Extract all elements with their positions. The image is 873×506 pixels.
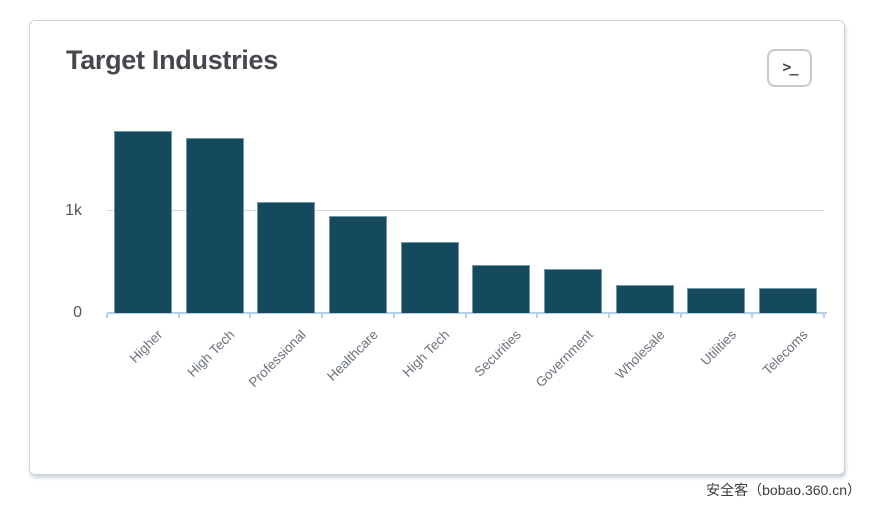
x-axis-label: Wholesale: [612, 327, 668, 383]
bar-high-tech[interactable]: [185, 138, 244, 313]
watermark: 安全客（bobao.360.cn）: [706, 482, 861, 498]
x-axis-tick: [321, 314, 324, 318]
bar-professional[interactable]: [257, 201, 316, 313]
bar-wholesale[interactable]: [615, 285, 674, 313]
x-axis-tick: [106, 314, 108, 318]
x-axis-tick: [392, 314, 395, 318]
bar-government[interactable]: [544, 269, 603, 313]
bar-healthcare[interactable]: [328, 216, 387, 313]
dashboard-panel: Target Industries >_ 0 1k Higher High Tech P…: [29, 20, 845, 475]
bar-high-tech[interactable]: [400, 241, 459, 313]
gridline-1k: [107, 209, 824, 211]
panel-title: Target Industries: [66, 45, 278, 75]
x-axis-line: [107, 312, 827, 314]
bar-utilities[interactable]: [687, 287, 746, 313]
x-axis-tick: [751, 314, 754, 318]
x-axis-label: Higher: [126, 327, 166, 366]
open-in-search-button[interactable]: >_: [767, 49, 812, 87]
y-axis-tick-label: 1k: [65, 201, 82, 219]
x-axis-label: Government: [532, 327, 596, 391]
x-axis-tick: [177, 314, 180, 318]
x-axis-label: High Tech: [399, 327, 453, 380]
x-axis-tick: [679, 314, 682, 318]
x-axis-tick: [607, 314, 610, 318]
x-axis-label: Securities: [471, 327, 524, 380]
x-axis-tick: [536, 314, 539, 318]
x-axis-tick: [464, 314, 467, 318]
x-axis-label: Healthcare: [323, 327, 381, 384]
y-axis-tick-label: 0: [73, 304, 82, 321]
x-axis-tick: [823, 314, 825, 318]
x-axis-label: High Tech: [184, 327, 238, 380]
x-axis-label: Telecoms: [759, 327, 811, 378]
x-axis-tick: [249, 314, 252, 318]
bar-higher[interactable]: [113, 131, 172, 313]
terminal-prompt-icon: >_: [782, 57, 798, 76]
x-axis-label: Professional: [245, 327, 309, 391]
x-axis-label: Utilities: [697, 327, 740, 369]
bar-chart-plot-area: 0 1k Higher High Tech Professional Healthcare…: [65, 119, 827, 390]
bar-telecoms[interactable]: [759, 287, 818, 313]
bar-securities[interactable]: [472, 265, 531, 313]
